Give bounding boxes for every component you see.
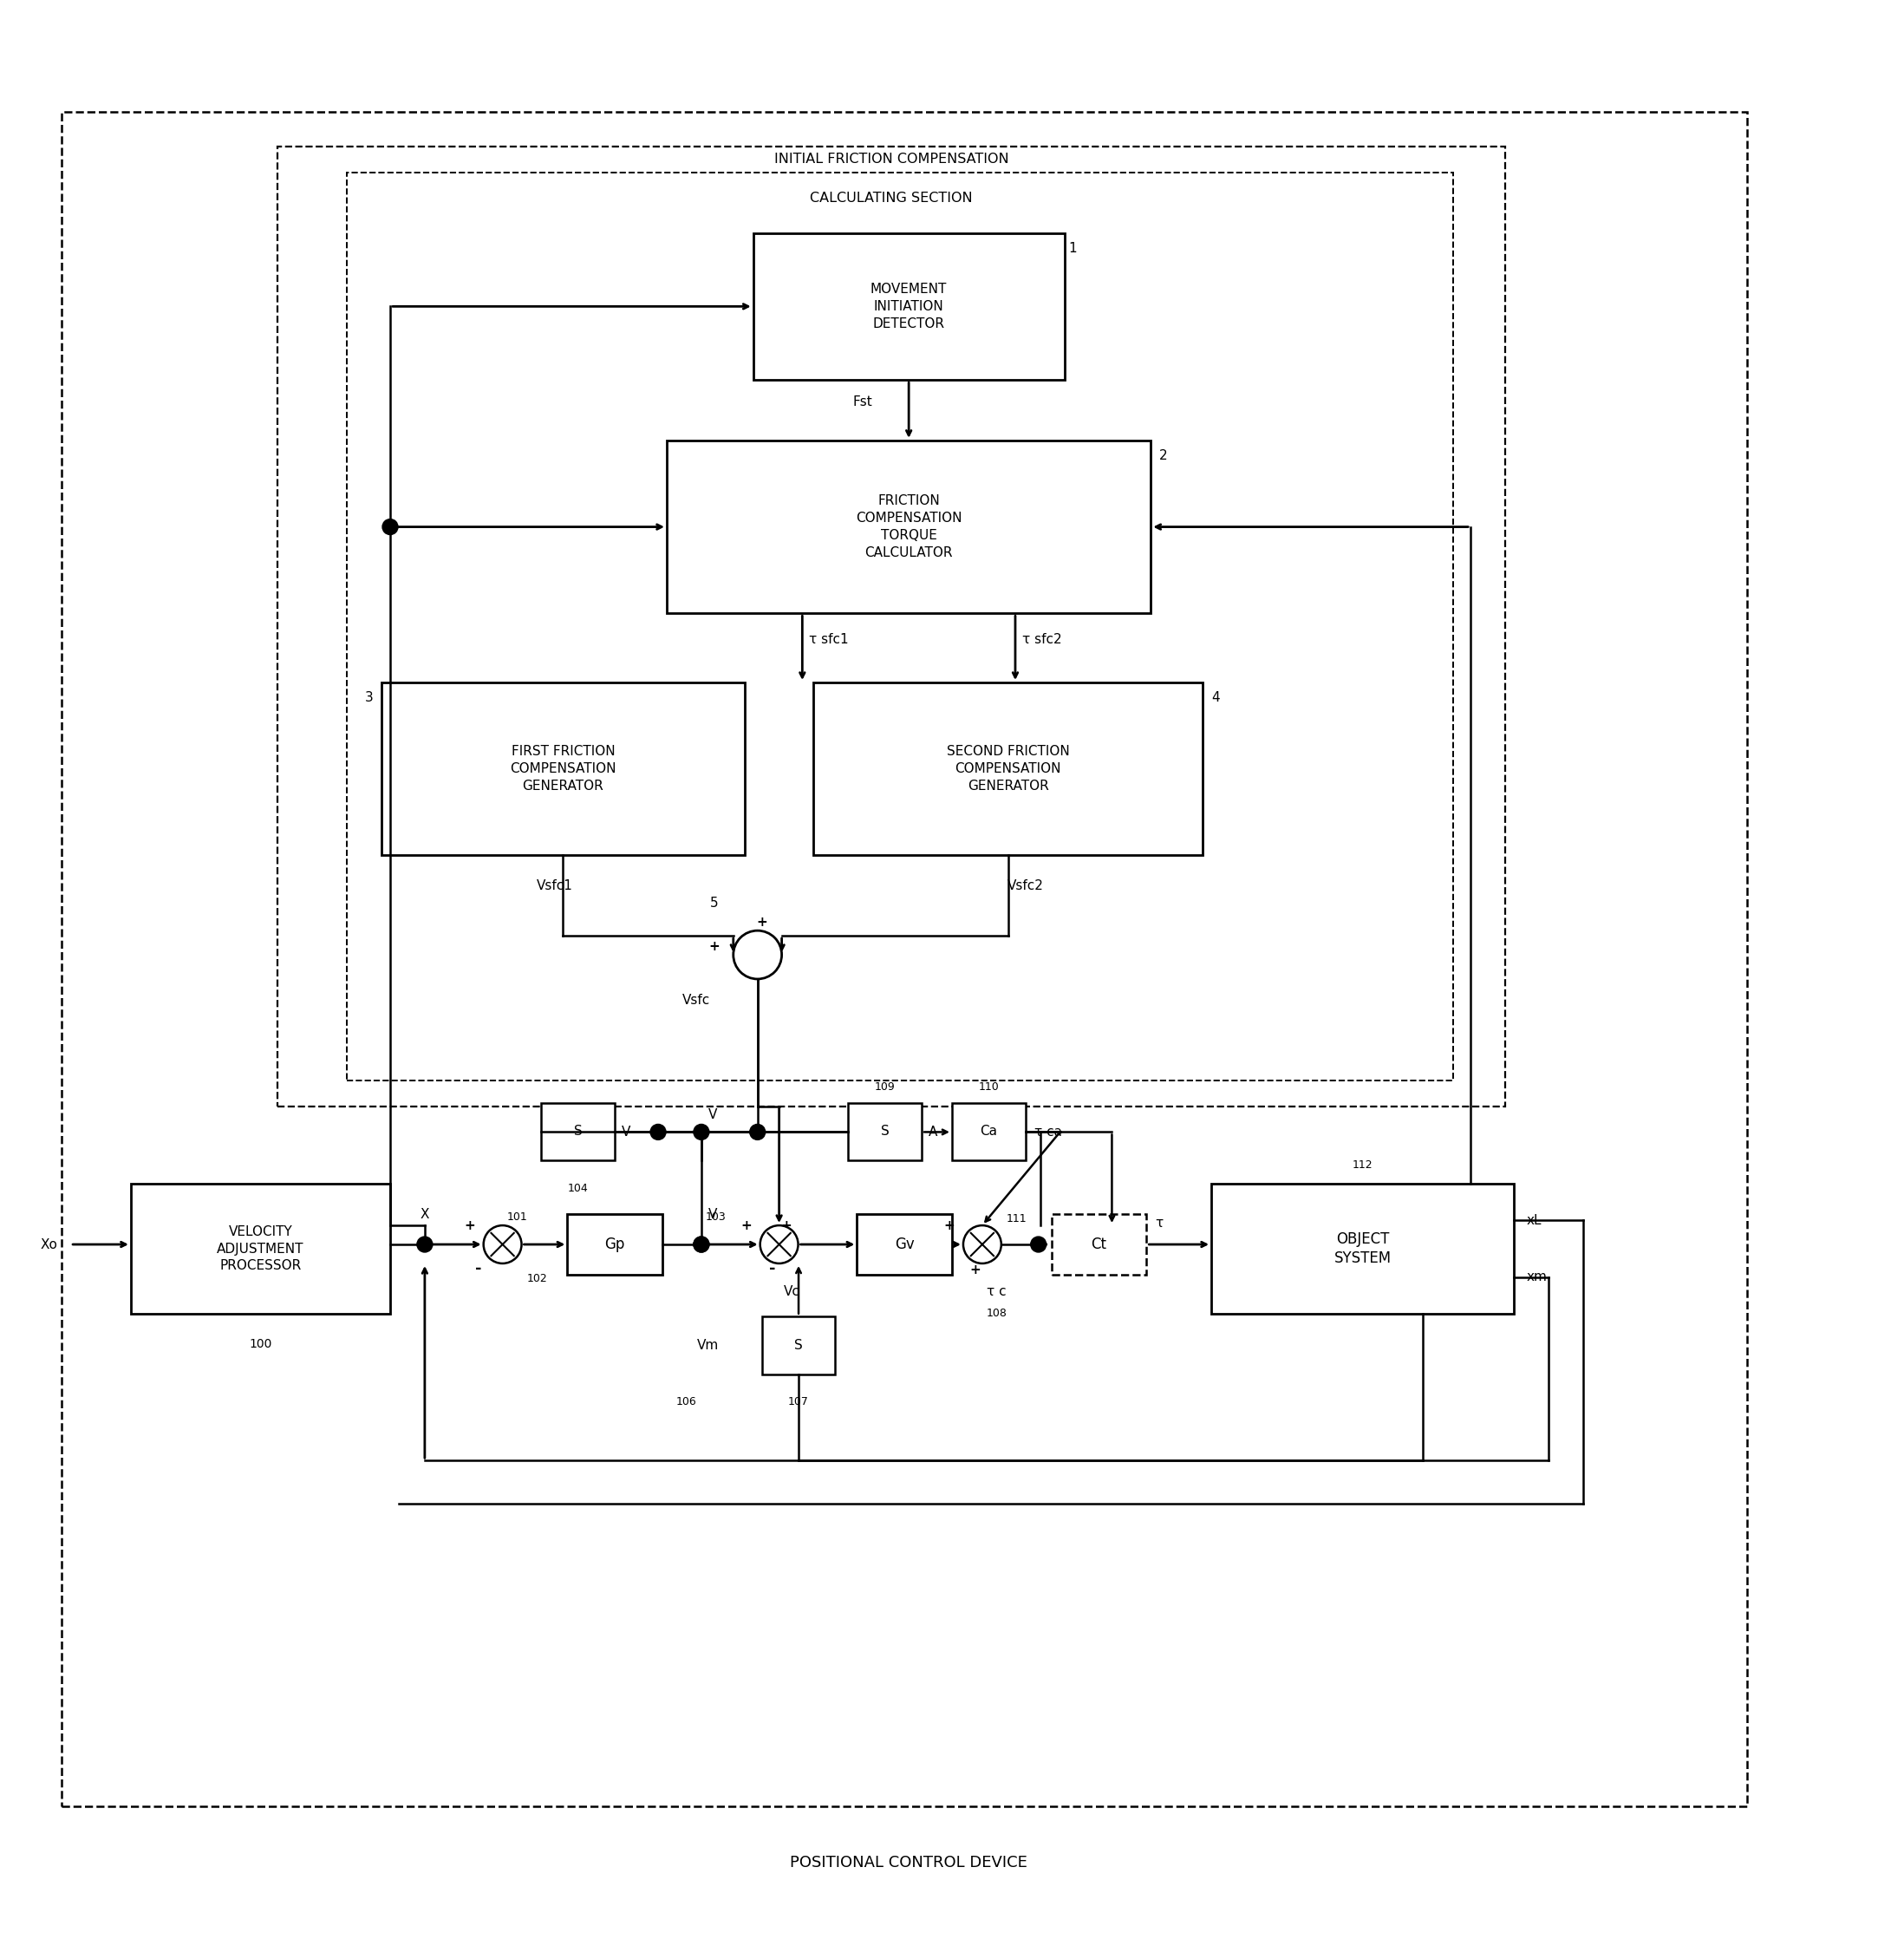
Text: CALCULATOR: CALCULATOR bbox=[864, 547, 952, 558]
Text: Xo: Xo bbox=[40, 1237, 57, 1251]
Text: +: + bbox=[944, 1220, 956, 1231]
Text: S: S bbox=[573, 1125, 583, 1138]
Text: COMPENSATION: COMPENSATION bbox=[956, 762, 1061, 776]
Text: 110: 110 bbox=[979, 1082, 1000, 1094]
FancyBboxPatch shape bbox=[381, 683, 744, 855]
Text: xL: xL bbox=[1527, 1214, 1542, 1227]
Text: DETECTOR: DETECTOR bbox=[872, 318, 944, 330]
Text: POSITIONAL CONTROL DEVICE: POSITIONAL CONTROL DEVICE bbox=[790, 1856, 1028, 1871]
Text: TORQUE: TORQUE bbox=[882, 529, 937, 541]
Text: 112: 112 bbox=[1352, 1160, 1373, 1171]
Text: SECOND FRICTION: SECOND FRICTION bbox=[946, 745, 1070, 758]
Text: A: A bbox=[929, 1125, 937, 1138]
Text: COMPENSATION: COMPENSATION bbox=[510, 762, 617, 776]
Text: τ ca: τ ca bbox=[1034, 1125, 1062, 1138]
Text: Ca: Ca bbox=[981, 1125, 998, 1138]
Text: 2: 2 bbox=[1160, 450, 1167, 461]
FancyBboxPatch shape bbox=[1051, 1214, 1146, 1274]
Text: Gp: Gp bbox=[605, 1237, 625, 1253]
Circle shape bbox=[417, 1237, 432, 1253]
Text: +: + bbox=[781, 1220, 792, 1231]
Text: V: V bbox=[708, 1109, 718, 1121]
Circle shape bbox=[693, 1237, 708, 1253]
Text: 103: 103 bbox=[706, 1212, 725, 1222]
Text: -: - bbox=[769, 1260, 775, 1276]
FancyBboxPatch shape bbox=[762, 1317, 836, 1375]
Text: CALCULATING SECTION: CALCULATING SECTION bbox=[811, 192, 973, 206]
Text: τ c: τ c bbox=[986, 1286, 1005, 1299]
Text: +: + bbox=[708, 940, 720, 952]
FancyBboxPatch shape bbox=[754, 233, 1064, 380]
Text: 104: 104 bbox=[567, 1183, 588, 1194]
Text: Gv: Gv bbox=[895, 1237, 914, 1253]
Text: +: + bbox=[756, 915, 767, 929]
Text: COMPENSATION: COMPENSATION bbox=[855, 512, 962, 525]
Circle shape bbox=[760, 1225, 798, 1264]
Text: SYSTEM: SYSTEM bbox=[1335, 1251, 1392, 1266]
Text: 3: 3 bbox=[364, 690, 373, 704]
Text: xm: xm bbox=[1527, 1270, 1548, 1284]
Text: Vm: Vm bbox=[697, 1338, 718, 1351]
Text: INITIATION: INITIATION bbox=[874, 301, 944, 312]
Text: S: S bbox=[882, 1125, 889, 1138]
Text: VELOCITY: VELOCITY bbox=[228, 1225, 293, 1239]
Text: 111: 111 bbox=[1007, 1212, 1026, 1224]
Circle shape bbox=[484, 1225, 522, 1264]
Text: Vc: Vc bbox=[783, 1286, 800, 1299]
Circle shape bbox=[383, 520, 398, 535]
Text: 107: 107 bbox=[788, 1396, 809, 1408]
Text: 109: 109 bbox=[874, 1082, 895, 1094]
Text: Vsfc1: Vsfc1 bbox=[537, 878, 573, 892]
Text: τ: τ bbox=[1156, 1216, 1163, 1229]
Text: FRICTION: FRICTION bbox=[878, 494, 941, 508]
Text: 4: 4 bbox=[1211, 690, 1220, 704]
Circle shape bbox=[1030, 1237, 1045, 1253]
Text: S: S bbox=[794, 1338, 803, 1351]
Text: +: + bbox=[465, 1220, 476, 1231]
FancyBboxPatch shape bbox=[857, 1214, 952, 1274]
Circle shape bbox=[693, 1237, 708, 1253]
Text: Vsfc2: Vsfc2 bbox=[1007, 878, 1043, 892]
Text: 5: 5 bbox=[710, 896, 718, 909]
Text: GENERATOR: GENERATOR bbox=[967, 779, 1049, 793]
Text: V: V bbox=[623, 1125, 630, 1138]
FancyBboxPatch shape bbox=[131, 1185, 390, 1313]
Circle shape bbox=[963, 1225, 1002, 1264]
Circle shape bbox=[693, 1125, 708, 1140]
Text: V: V bbox=[708, 1208, 718, 1222]
Text: +: + bbox=[969, 1264, 981, 1278]
FancyBboxPatch shape bbox=[666, 440, 1150, 613]
Text: 1: 1 bbox=[1068, 242, 1078, 254]
Text: OBJECT: OBJECT bbox=[1337, 1231, 1390, 1247]
Text: PROCESSOR: PROCESSOR bbox=[219, 1258, 301, 1272]
FancyBboxPatch shape bbox=[849, 1103, 922, 1161]
Circle shape bbox=[750, 1125, 765, 1140]
FancyBboxPatch shape bbox=[541, 1103, 615, 1161]
FancyBboxPatch shape bbox=[813, 683, 1203, 855]
FancyBboxPatch shape bbox=[952, 1103, 1026, 1161]
Text: FIRST FRICTION: FIRST FRICTION bbox=[510, 745, 615, 758]
Text: 108: 108 bbox=[986, 1309, 1007, 1319]
Text: Fst: Fst bbox=[853, 396, 872, 407]
Text: GENERATOR: GENERATOR bbox=[522, 779, 604, 793]
Circle shape bbox=[651, 1125, 666, 1140]
Text: MOVEMENT: MOVEMENT bbox=[870, 283, 946, 297]
Text: Ct: Ct bbox=[1091, 1237, 1106, 1253]
Text: +: + bbox=[741, 1220, 752, 1231]
Text: ADJUSTMENT: ADJUSTMENT bbox=[217, 1243, 305, 1255]
Text: τ sfc1: τ sfc1 bbox=[809, 632, 849, 646]
Text: -: - bbox=[476, 1260, 482, 1276]
Text: 102: 102 bbox=[527, 1274, 546, 1286]
Text: INITIAL FRICTION COMPENSATION: INITIAL FRICTION COMPENSATION bbox=[775, 153, 1009, 167]
Text: Vsfc: Vsfc bbox=[682, 995, 710, 1006]
Text: 101: 101 bbox=[506, 1212, 527, 1222]
FancyBboxPatch shape bbox=[567, 1214, 663, 1274]
Circle shape bbox=[733, 931, 783, 979]
Text: 100: 100 bbox=[249, 1338, 272, 1350]
FancyBboxPatch shape bbox=[1211, 1185, 1514, 1313]
Text: 106: 106 bbox=[676, 1396, 697, 1408]
Text: X: X bbox=[421, 1208, 428, 1222]
Text: τ sfc2: τ sfc2 bbox=[1022, 632, 1062, 646]
